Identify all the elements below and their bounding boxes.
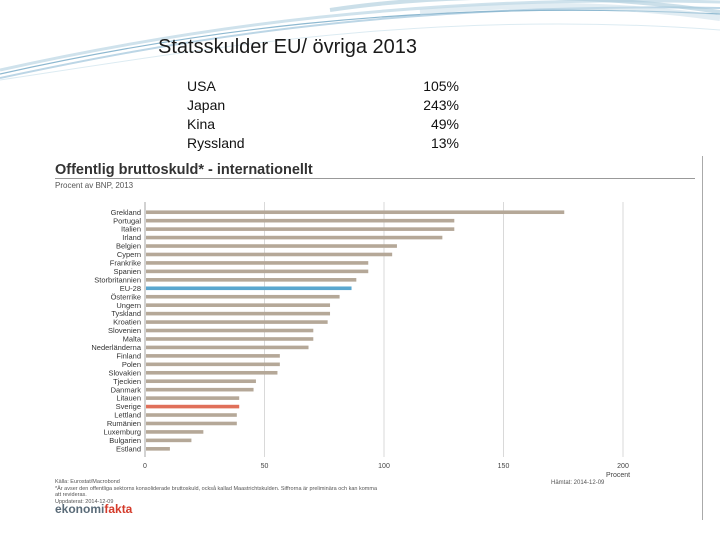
- bar-chart: 0 50 100 150 200 Procent GreklandPortugalItali…: [91, 202, 630, 479]
- bar: [146, 227, 455, 231]
- category-label: Rumänien: [107, 419, 141, 428]
- category-label: Grekland: [111, 208, 141, 217]
- chart-title: Offentlig bruttoskuld* - internationellt: [55, 162, 313, 178]
- decorative-swoosh: [0, 0, 720, 81]
- stats-country: USA: [187, 78, 216, 94]
- bar: [146, 387, 254, 392]
- bar: [146, 320, 328, 324]
- bar: [146, 218, 455, 223]
- x-tick-label: 150: [498, 463, 510, 470]
- category-label: Italien: [121, 225, 141, 234]
- chart-right-border: [702, 156, 703, 520]
- footnote-line: *Är avser den offentliga sektorns konsol…: [55, 485, 378, 492]
- category-label: Malta: [123, 335, 142, 344]
- category-label: Litauen: [116, 394, 141, 403]
- category-label: Storbritannien: [94, 275, 141, 284]
- category-label: Bulgarien: [109, 436, 141, 445]
- bar: [146, 413, 237, 417]
- stats-row: Ryssland 13%: [187, 134, 477, 153]
- stats-country: Japan: [187, 97, 226, 113]
- updated-date: Hämtat: 2014-12-09: [551, 480, 605, 486]
- stats-value: 243%: [423, 97, 459, 113]
- category-label: Slovakien: [108, 368, 141, 377]
- category-label: Nederländerna: [91, 343, 141, 352]
- chart-subtitle: Procent av BNP, 2013: [55, 181, 134, 190]
- x-tick-label: 100: [378, 463, 390, 470]
- category-label: Cypern: [117, 250, 141, 259]
- bar: [146, 337, 314, 341]
- category-label: Spanien: [113, 267, 141, 276]
- stats-country: Ryssland: [187, 135, 245, 151]
- bar: [146, 421, 237, 426]
- x-tick-label: 0: [143, 463, 147, 470]
- category-label: Portugal: [113, 216, 141, 225]
- category-label: Tyskland: [111, 309, 141, 318]
- category-label: Irland: [122, 233, 141, 242]
- stats-row: Japan 243%: [187, 96, 477, 115]
- bar: [146, 379, 256, 384]
- bar: [146, 278, 357, 282]
- category-label: Ungern: [116, 301, 141, 310]
- bar: [146, 328, 314, 333]
- bar: [146, 244, 397, 248]
- bar: [146, 286, 352, 291]
- x-axis-label: Procent: [606, 472, 630, 479]
- category-label: Frankrike: [110, 259, 141, 268]
- category-label: Luxemburg: [103, 428, 141, 437]
- footnote-line: att revideras.: [55, 492, 87, 498]
- stats-value: 49%: [430, 116, 459, 132]
- bar: [146, 396, 240, 400]
- category-label: Lettland: [114, 411, 141, 420]
- category-label: EU-28: [120, 284, 141, 293]
- category-label: Sverige: [116, 402, 141, 411]
- category-label: Slovenien: [108, 326, 141, 335]
- category-label: Österrike: [111, 292, 141, 301]
- bar: [146, 235, 443, 240]
- chart-image: Offentlig bruttoskuld* - internationellt…: [43, 156, 706, 520]
- bar: [146, 210, 565, 215]
- bar: [146, 269, 369, 274]
- brand-logo: ekonomifakta: [55, 502, 132, 516]
- bar: [146, 370, 278, 375]
- category-label: Polen: [122, 360, 141, 369]
- bar: [146, 404, 240, 409]
- category-label: Belgien: [116, 242, 141, 251]
- category-label: Kroatien: [113, 318, 141, 327]
- stats-country: Kina: [187, 116, 216, 132]
- bar: [146, 252, 393, 257]
- category-label: Danmark: [111, 385, 142, 394]
- stats-value: 13%: [430, 135, 459, 151]
- bar: [146, 447, 170, 451]
- category-label: Estland: [116, 444, 141, 453]
- category-label: Finland: [116, 351, 141, 360]
- footnote-line: Uppdaterat: 2014-12-09: [55, 498, 114, 505]
- brand-logo-part: fakta: [104, 502, 133, 516]
- bar: [146, 311, 331, 316]
- x-tick-label: 200: [617, 463, 629, 470]
- footnote-line: Källa: Eurostat/Macrobond: [55, 479, 120, 485]
- chart-footnote: Källa: Eurostat/Macrobond *Är avser den …: [55, 479, 515, 505]
- bar: [146, 261, 369, 265]
- bar: [146, 430, 204, 434]
- bar: [146, 345, 309, 350]
- bar: [146, 294, 340, 299]
- stats-row: Kina 49%: [187, 115, 477, 134]
- stats-row: USA 105%: [187, 77, 477, 96]
- x-tick-label: 50: [261, 463, 269, 470]
- bar: [146, 362, 280, 367]
- chart-title-divider: [55, 178, 695, 179]
- slide-title: Statsskulder EU/ övriga 2013: [158, 36, 418, 58]
- bar: [146, 354, 280, 358]
- stats-value: 105%: [423, 78, 459, 94]
- bar: [146, 303, 331, 307]
- stats-table: USA 105% Japan 243% Kina 49% Ryssland 13…: [187, 77, 477, 153]
- category-label: Tjeckien: [113, 377, 141, 386]
- brand-logo-part: ekonomi: [55, 502, 105, 516]
- bar: [146, 438, 192, 443]
